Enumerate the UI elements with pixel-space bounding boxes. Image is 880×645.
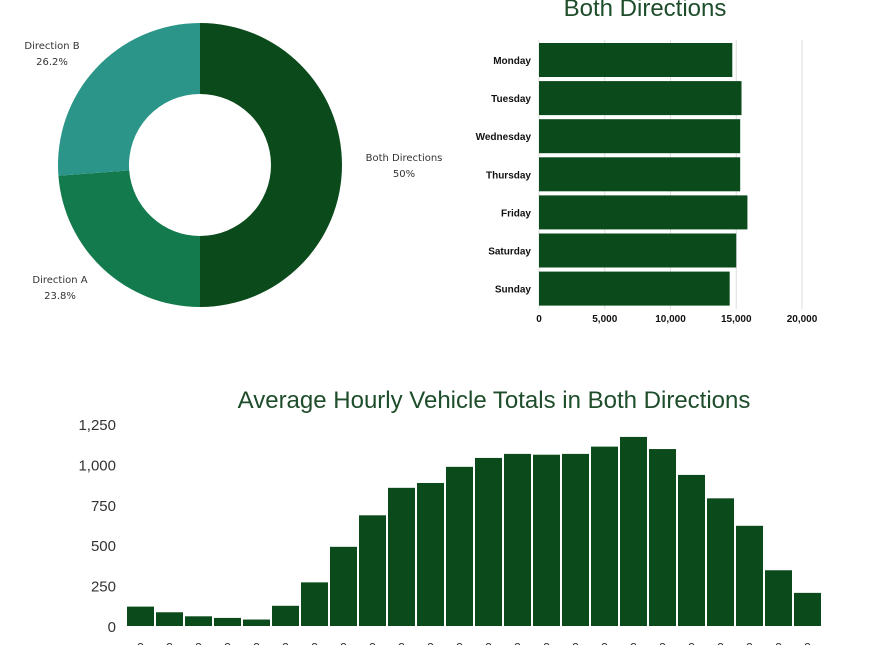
vbar-bar[interactable] [620,436,647,626]
vbar-bar[interactable] [475,457,502,626]
hbar-category-label: Sunday [495,285,532,296]
vbar-bar[interactable] [504,453,531,626]
vbar-bar[interactable] [388,487,415,626]
vbar-bar[interactable] [330,546,357,626]
hbar-bar-thursday[interactable] [539,157,741,192]
vbar-bar[interactable] [214,617,241,626]
vbar-y-tick-label: 0 [108,619,116,636]
hbar-x-tick-label: 5,000 [592,314,617,325]
vbar-x-tick-label: 0 [340,640,347,645]
hbar-x-tick-label: 10,000 [655,314,686,325]
hbar-category-label: Tuesday [491,94,531,105]
hbar-bar-wednesday[interactable] [539,119,741,154]
donut-label-percent: 50% [393,169,415,180]
donut-label-name: Direction A [32,275,87,286]
vbar-bar[interactable] [417,482,444,626]
vbar-x-tick-label: 0 [543,640,550,645]
vbar-x-tick-label: 0 [514,640,521,645]
hbar-category-label: Wednesday [476,132,532,143]
vbar-x-tick-label: 0 [485,640,492,645]
vbar-y-tick-label: 750 [91,498,116,515]
donut-label-name: Both Directions [366,153,443,164]
vbar-y-tick-label: 250 [91,579,116,596]
vbar-x-tick-label: 0 [137,640,144,645]
vbar-x-tick-label: 0 [253,640,260,645]
donut-labels: Both Directions 50% Direction A 23.8% Direct… [24,41,442,302]
vbar-x-tick-label: 0 [282,640,289,645]
vbar-x-tick-label: 0 [456,640,463,645]
hbar-bar-friday[interactable] [539,195,748,230]
donut-label-percent: 23.8% [44,291,76,302]
hbar-x-tick-label: 20,000 [787,314,818,325]
vbar-y-tick-label: 1,000 [78,457,116,474]
donut-chart [57,23,342,307]
vbar-y-tick-label: 500 [91,538,116,555]
hbar-bar-saturday[interactable] [539,233,737,268]
hbar-chart: 0 5,000 10,000 15,000 20,000 Monday Tuesday Wed… [476,40,818,325]
vbar-x-tick-label: 0 [398,640,405,645]
vbar-bar[interactable] [446,466,473,626]
vbar-x-tick-label: 0 [775,640,782,645]
vbar-x-tick-label: 0 [369,640,376,645]
vbar-x-tick-label: 0 [427,640,434,645]
vbar-x-tick-label: 0 [195,640,202,645]
vbar-x-tick-label: 0 [572,640,579,645]
donut-slice-direction-a[interactable] [58,170,200,307]
vbar-chart: 0 250 500 750 1,000 1,250 0 0 0 0 0 0 0 0 0 0 0 0 0 0 0 0 0 0 0 0… [78,417,821,645]
donut-slice-direction-b[interactable] [57,23,200,176]
vbar-x-tick-label: 0 [166,640,173,645]
hbar-category-label: Friday [501,208,531,219]
hbar-bar-monday[interactable] [539,43,733,77]
vbar-bar[interactable] [678,474,705,626]
vbar-bar[interactable] [765,570,792,626]
donut-label-percent: 26.2% [36,57,68,68]
hbar-category-label: Saturday [488,247,531,258]
hbar-bar-sunday[interactable] [539,271,730,306]
vbar-x-tick-label: 0 [659,640,666,645]
donut-label-name: Direction B [24,41,79,52]
hbar-x-tick-label: 0 [536,314,542,325]
vbar-x-tick-label: 0 [746,640,753,645]
vbar-bar[interactable] [533,454,560,626]
hbar-x-tick-label: 15,000 [721,314,752,325]
vbar-bar[interactable] [736,525,763,626]
vbar-bar[interactable] [185,616,212,626]
vbar-x-tick-label: 0 [717,640,724,645]
vbar-x-tick-label: 0 [311,640,318,645]
vbar-x-tick-label: 0 [630,640,637,645]
vbar-x-tick-label: 0 [804,640,811,645]
vbar-bar[interactable] [243,619,270,626]
vbar-bar[interactable] [272,605,299,626]
vbar-bar[interactable] [359,515,386,626]
vbar-bar[interactable] [794,592,821,626]
vbar-bar[interactable] [156,612,183,626]
vbar-x-tick-label: 0 [224,640,231,645]
vbar-chart-title: Average Hourly Vehicle Totals in Both Di… [238,387,751,414]
hbar-category-label: Monday [493,56,531,67]
vbar-bar[interactable] [591,446,618,626]
vbar-bar[interactable] [707,498,734,626]
hbar-chart-title: Both Directions [564,0,727,22]
donut-slice-both-directions[interactable] [200,23,342,307]
vbar-bar[interactable] [562,453,589,626]
vbar-x-tick-label: 0 [601,640,608,645]
vbar-x-tick-label: 0 [688,640,695,645]
vbar-bar[interactable] [301,582,328,626]
hbar-bar-tuesday[interactable] [539,81,742,116]
vbar-y-tick-label: 1,250 [78,417,116,434]
vbar-bar[interactable] [127,606,154,626]
vbar-bar[interactable] [649,449,676,626]
hbar-category-label: Thursday [486,170,531,181]
